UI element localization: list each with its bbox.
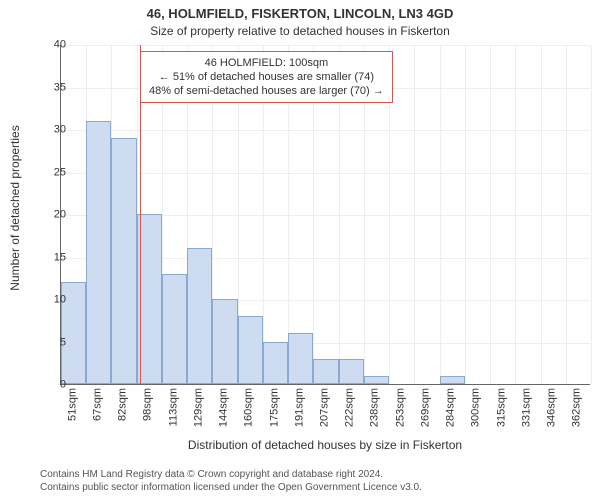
chart-title-sub: Size of property relative to detached ho…	[0, 24, 600, 38]
y-tick-label: 15	[26, 252, 66, 263]
gridline-v	[541, 45, 542, 384]
gridline-v	[490, 45, 491, 384]
x-tick-label: 160sqm	[244, 388, 255, 427]
histogram-bar	[162, 274, 187, 385]
y-tick-label: 25	[26, 167, 66, 178]
x-tick-label: 207sqm	[320, 388, 331, 427]
annotation-line: 48% of semi-detached houses are larger (…	[149, 84, 384, 98]
x-tick-label: 191sqm	[294, 388, 305, 427]
histogram-bar	[238, 316, 263, 384]
x-tick-label: 346sqm	[547, 388, 558, 427]
x-tick-label: 98sqm	[143, 388, 154, 421]
x-tick-label: 82sqm	[118, 388, 129, 421]
chart-container: 46, HOLMFIELD, FISKERTON, LINCOLN, LN3 4…	[0, 0, 600, 500]
gridline-v	[591, 45, 592, 384]
gridline-v	[515, 45, 516, 384]
y-tick-label: 0	[26, 380, 66, 391]
y-tick-label: 5	[26, 337, 66, 348]
x-tick-label: 362sqm	[572, 388, 583, 427]
plot-area: 46 HOLMFIELD: 100sqm← 51% of detached ho…	[60, 45, 590, 385]
x-tick-label: 284sqm	[446, 388, 457, 427]
histogram-bar	[288, 333, 313, 384]
x-tick-label: 175sqm	[269, 388, 280, 427]
y-tick-label: 30	[26, 125, 66, 136]
gridline-v	[440, 45, 441, 384]
x-tick-label: 253sqm	[395, 388, 406, 427]
histogram-bar	[86, 121, 111, 385]
histogram-bar	[313, 359, 338, 385]
x-axis-label: Distribution of detached houses by size …	[60, 438, 590, 452]
x-tick-label: 315sqm	[496, 388, 507, 427]
annotation-line: 46 HOLMFIELD: 100sqm	[149, 56, 384, 70]
histogram-bar	[263, 342, 288, 385]
histogram-bar	[440, 376, 465, 385]
y-tick-label: 10	[26, 295, 66, 306]
y-tick-label: 40	[26, 40, 66, 51]
histogram-bar	[212, 299, 237, 384]
chart-title-main: 46, HOLMFIELD, FISKERTON, LINCOLN, LN3 4…	[0, 6, 600, 21]
x-tick-label: 300sqm	[471, 388, 482, 427]
footer-line-2: Contains public sector information licen…	[40, 481, 422, 494]
gridline-v	[465, 45, 466, 384]
y-tick-label: 35	[26, 82, 66, 93]
gridline-v	[566, 45, 567, 384]
x-tick-label: 238sqm	[370, 388, 381, 427]
x-tick-label: 129sqm	[193, 388, 204, 427]
footer-line-1: Contains HM Land Registry data © Crown c…	[40, 468, 422, 481]
y-tick-label: 20	[26, 210, 66, 221]
x-tick-label: 222sqm	[345, 388, 356, 427]
histogram-bar	[187, 248, 212, 384]
annotation-box: 46 HOLMFIELD: 100sqm← 51% of detached ho…	[140, 51, 393, 103]
annotation-line: ← 51% of detached houses are smaller (74…	[149, 70, 384, 84]
histogram-bar	[339, 359, 364, 385]
x-tick-label: 51sqm	[67, 388, 78, 421]
histogram-bar	[364, 376, 389, 385]
histogram-bar	[111, 138, 136, 385]
y-axis-label: Number of detached properties	[8, 43, 22, 208]
x-tick-label: 144sqm	[219, 388, 230, 427]
x-tick-label: 113sqm	[168, 388, 179, 426]
x-tick-label: 269sqm	[420, 388, 431, 427]
footer-attribution: Contains HM Land Registry data © Crown c…	[40, 468, 422, 494]
x-tick-label: 67sqm	[92, 388, 103, 421]
gridline-v	[414, 45, 415, 384]
x-tick-label: 331sqm	[521, 388, 532, 427]
